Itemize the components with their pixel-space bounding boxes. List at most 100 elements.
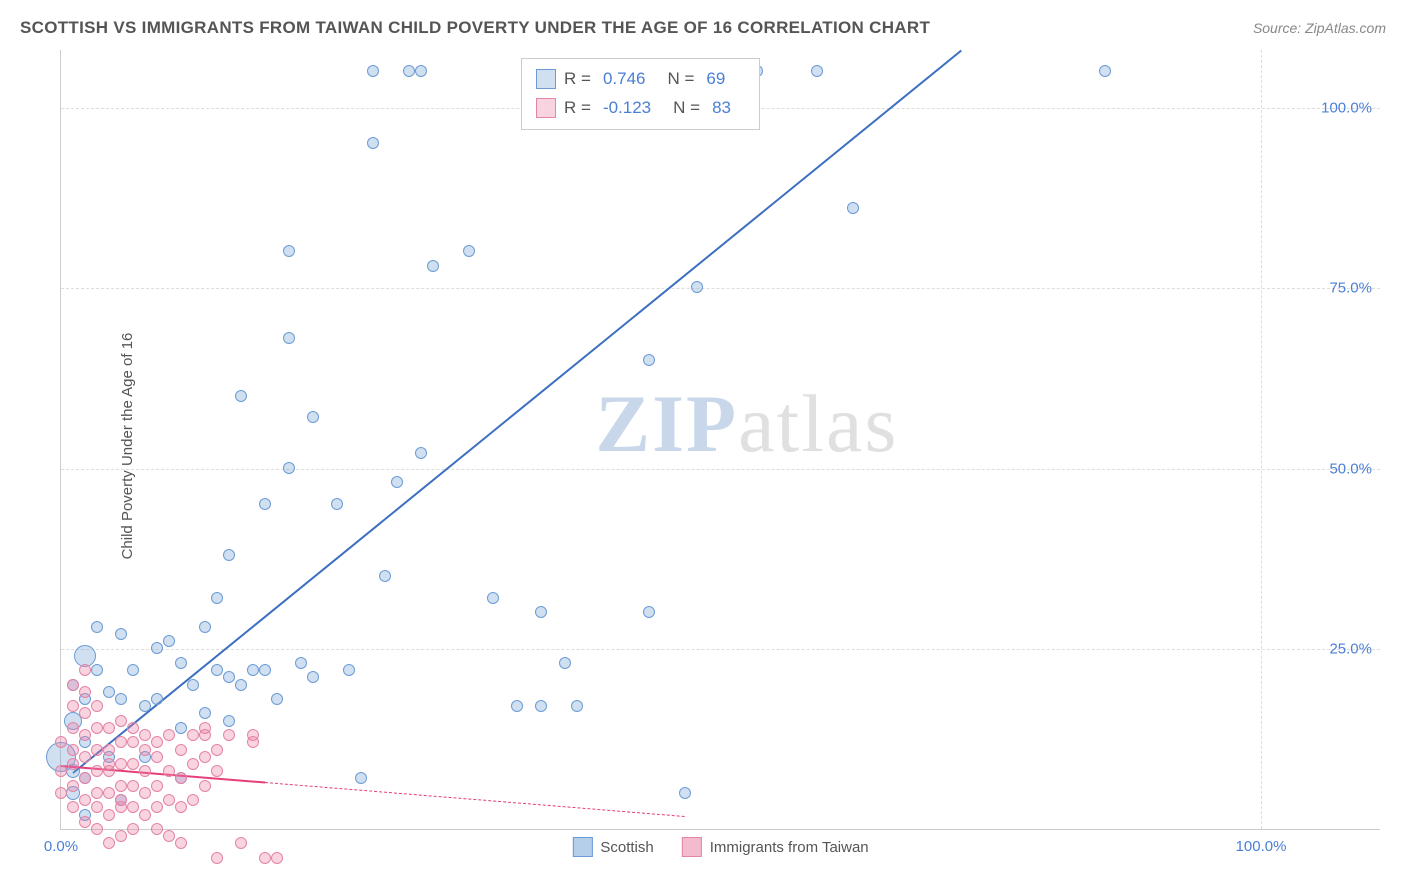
data-point [247,729,259,741]
stats-legend-row: R =0.746N =69 [536,65,745,94]
xtick-label: 0.0% [44,838,78,855]
data-point [175,657,187,669]
data-point [79,794,91,806]
data-point [139,729,151,741]
data-point [91,722,103,734]
ytick-label: 25.0% [1329,641,1372,658]
data-point [199,751,211,763]
ytick-label: 50.0% [1329,460,1372,477]
data-point [139,700,151,712]
data-point [91,765,103,777]
data-point [67,780,79,792]
data-point [91,787,103,799]
data-point [67,679,79,691]
data-point [223,549,235,561]
data-point [163,635,175,647]
legend-swatch [536,69,556,89]
data-point [643,606,655,618]
data-point [235,679,247,691]
watermark-zip: ZIP [595,378,738,469]
legend-swatch [572,837,592,857]
stat-r-label: R = [564,94,591,123]
data-point [175,801,187,813]
data-point [151,780,163,792]
data-point [139,744,151,756]
data-point [1099,65,1111,77]
stat-r-value: -0.123 [603,94,651,123]
plot-area: ZIPatlas 25.0%50.0%75.0%100.0%0.0%100.0%… [60,50,1380,830]
data-point [103,787,115,799]
data-point [331,498,343,510]
stat-n-label: N = [673,94,700,123]
data-point [163,765,175,777]
stats-legend-row: R =-0.123N =83 [536,94,745,123]
data-point [55,765,67,777]
watermark: ZIPatlas [595,377,898,471]
data-point [211,852,223,864]
data-point [127,722,139,734]
data-point [115,758,127,770]
data-point [55,736,67,748]
data-point [115,780,127,792]
chart-title: SCOTTISH VS IMMIGRANTS FROM TAIWAN CHILD… [20,18,930,38]
stat-r-label: R = [564,65,591,94]
data-point [139,787,151,799]
data-point [127,801,139,813]
data-point [127,823,139,835]
data-point [391,476,403,488]
data-point [403,65,415,77]
data-point [151,736,163,748]
data-point [115,715,127,727]
data-point [103,686,115,698]
data-point [211,592,223,604]
data-point [91,664,103,676]
data-point [811,65,823,77]
data-point [283,245,295,257]
data-point [103,744,115,756]
data-point [295,657,307,669]
ytick-label: 75.0% [1329,280,1372,297]
data-point [151,751,163,763]
data-point [247,664,259,676]
xtick-label: 100.0% [1236,838,1287,855]
data-point [79,816,91,828]
data-point [223,729,235,741]
data-point [91,621,103,633]
chart-header: SCOTTISH VS IMMIGRANTS FROM TAIWAN CHILD… [20,18,1386,38]
data-point [343,664,355,676]
data-point [127,758,139,770]
series-legend: ScottishImmigrants from Taiwan [572,837,868,857]
data-point [283,462,295,474]
gridline-h [61,288,1380,289]
series-legend-item: Scottish [572,837,653,857]
data-point [67,758,79,770]
data-point [115,628,127,640]
data-point [379,570,391,582]
data-point [115,736,127,748]
stat-n-label: N = [667,65,694,94]
data-point [139,809,151,821]
data-point [211,664,223,676]
gridline-h [61,469,1380,470]
data-point [115,794,127,806]
data-point [163,729,175,741]
data-point [259,664,271,676]
data-point [79,729,91,741]
data-point [67,722,79,734]
data-point [199,780,211,792]
data-point [67,744,79,756]
data-point [487,592,499,604]
data-point [187,679,199,691]
data-point [163,794,175,806]
data-point [67,700,79,712]
data-point [79,664,91,676]
data-point [175,837,187,849]
data-point [415,65,427,77]
data-point [151,642,163,654]
data-point [79,772,91,784]
data-point [271,693,283,705]
watermark-atlas: atlas [738,378,898,469]
trend-line [265,782,685,817]
data-point [151,823,163,835]
legend-swatch [536,98,556,118]
